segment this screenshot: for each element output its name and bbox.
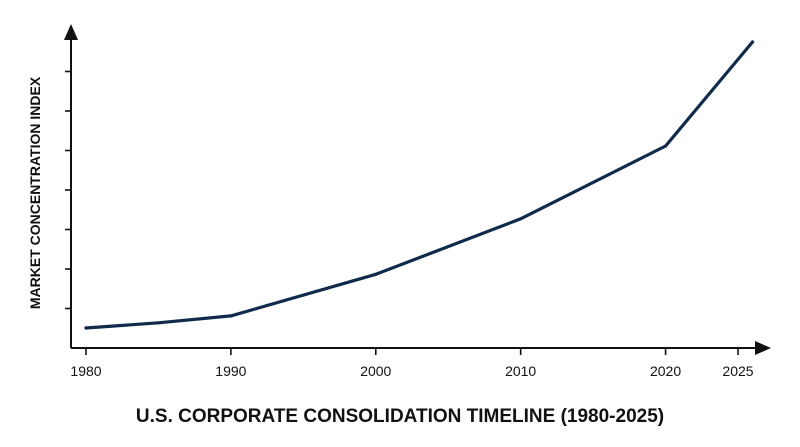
y-axis-arrow [64,24,78,40]
y-axis-title: MARKET CONCENTRATION INDEX [27,76,43,309]
series-group [84,40,755,330]
data-point [229,314,233,318]
x-tick-label: 2000 [360,363,391,379]
data-point [84,326,88,330]
x-axis-title: U.S. CORPORATE CONSOLIDATION TIMELINE (1… [136,406,664,427]
x-tick-label: 2020 [650,363,681,379]
x-ticks [85,348,739,355]
x-tick-labels: 1980 1990 2000 2010 2020 2025 [70,363,753,379]
data-point [374,272,378,276]
series-line [84,40,755,330]
y-axis [64,24,78,348]
x-tick-label: 2010 [505,363,536,379]
data-point [664,144,668,148]
y-ticks [65,70,71,310]
data-point [156,321,160,325]
x-axis [71,341,771,355]
x-tick-label: 1990 [215,363,246,379]
x-tick-label: 1980 [70,363,101,379]
data-point [519,217,523,221]
x-axis-arrow [755,341,771,355]
x-tick-label: 2025 [722,363,753,379]
data-point [750,40,755,44]
